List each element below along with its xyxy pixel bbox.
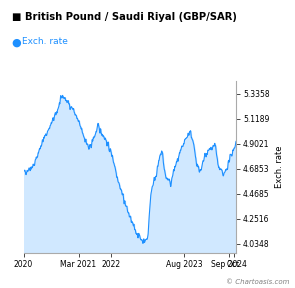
Y-axis label: Exch. rate: Exch. rate	[275, 146, 284, 188]
Text: ●: ●	[12, 37, 22, 48]
Text: © Chartoasis.com: © Chartoasis.com	[226, 279, 289, 285]
Text: Exch. rate: Exch. rate	[22, 37, 68, 46]
Text: ■ British Pound / Saudi Riyal (GBP/SAR): ■ British Pound / Saudi Riyal (GBP/SAR)	[12, 12, 237, 22]
